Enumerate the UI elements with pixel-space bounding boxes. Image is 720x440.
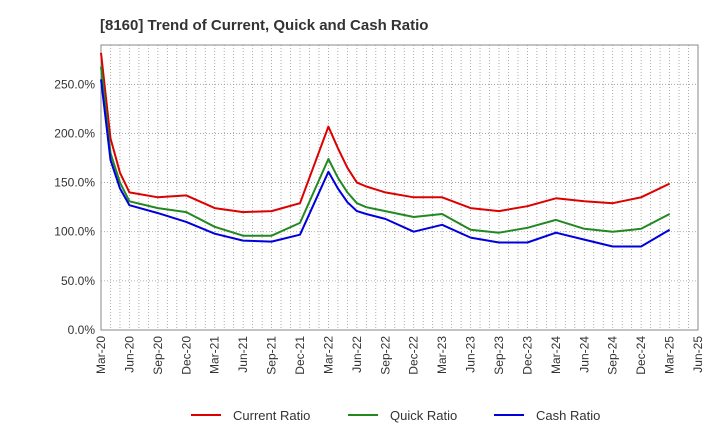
series-line-quick-ratio [100, 66, 671, 237]
x-axis-ticks: Mar-20 Jun-20 Sep-20 Dec-20 Mar-21 Jun-21 Sep-… [94, 336, 705, 375]
x-tick-label: Sep-23 [492, 336, 506, 375]
x-tick-label: Jun-21 [236, 336, 250, 373]
y-tick-label: 250.0% [54, 77, 95, 91]
series-line-cash-ratio [100, 79, 671, 248]
x-tick-label: Sep-21 [265, 336, 279, 375]
chart-legend: Current Ratio Quick Ratio Cash Ratio [191, 408, 600, 423]
x-tick-label: Sep-24 [606, 336, 620, 375]
x-tick-label: Dec-21 [293, 336, 307, 375]
chart-series [100, 52, 671, 248]
y-tick-label: 50.0% [61, 274, 95, 288]
x-tick-label: Jun-23 [464, 336, 478, 373]
chart-grid [101, 45, 698, 330]
y-tick-label: 150.0% [54, 176, 95, 190]
x-tick-label: Dec-24 [634, 336, 648, 375]
plot-area-frame [100, 44, 699, 331]
x-tick-label: Jun-24 [577, 336, 591, 373]
legend-label: Current Ratio [233, 408, 310, 423]
x-tick-label: Dec-22 [407, 336, 421, 375]
x-tick-label: Mar-23 [435, 336, 449, 374]
y-tick-label: 200.0% [54, 126, 95, 140]
x-tick-label: Mar-22 [321, 336, 335, 374]
chart-title: [8160] Trend of Current, Quick and Cash … [100, 17, 428, 34]
x-tick-label: Mar-21 [208, 336, 222, 374]
y-axis-ticks: 0.0% 50.0% 100.0% 150.0% 200.0% 250.0% [54, 77, 95, 337]
x-tick-label: Mar-24 [549, 336, 563, 374]
legend-label: Quick Ratio [390, 408, 457, 423]
series-line-current-ratio [100, 52, 671, 214]
x-tick-label: Mar-20 [94, 336, 108, 374]
x-tick-label: Jun-25 [691, 336, 705, 373]
x-tick-label: Mar-25 [663, 336, 677, 374]
y-tick-label: 100.0% [54, 225, 95, 239]
chart-axes [100, 44, 699, 331]
x-tick-label: Sep-20 [151, 336, 165, 375]
x-tick-label: Dec-23 [520, 336, 534, 375]
x-tick-label: Jun-20 [122, 336, 136, 373]
x-tick-label: Jun-22 [350, 336, 364, 373]
legend-label: Cash Ratio [536, 408, 600, 423]
x-tick-label: Dec-20 [179, 336, 193, 375]
y-tick-label: 0.0% [68, 323, 96, 337]
x-tick-label: Sep-22 [378, 336, 392, 375]
